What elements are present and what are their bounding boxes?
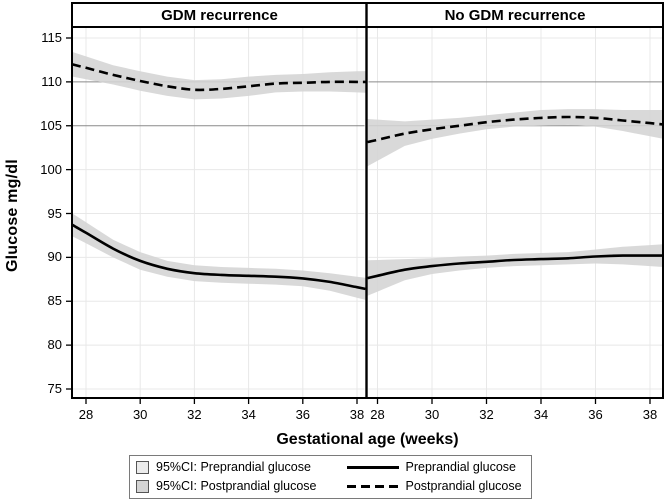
y-tick-label: 85 <box>47 293 62 309</box>
y-tick-label: 105 <box>40 117 62 133</box>
x-tick-label: 28 <box>370 407 385 422</box>
y-tick-label: 95 <box>47 205 62 221</box>
x-tick-label: 32 <box>479 407 494 422</box>
legend: 95%CI: Preprandial glucose Preprandial g… <box>129 455 532 499</box>
y-tick-label: 75 <box>47 381 62 396</box>
legend-label: Postprandial glucose <box>405 479 522 493</box>
series-line-dashed <box>71 62 366 92</box>
x-tick-label: 38 <box>349 407 365 422</box>
x-tick-label: 36 <box>588 407 603 422</box>
x-tick-label: 34 <box>533 407 549 422</box>
panel-0 <box>71 28 366 404</box>
ci-preprandial-swatch-icon <box>136 460 149 474</box>
x-axis-title: Gestational age (weeks) <box>276 431 459 448</box>
legend-item-preprandial-line: Preprandial glucose <box>346 458 522 476</box>
panel-1 <box>367 28 664 404</box>
x-tick-label: 38 <box>642 407 658 422</box>
series-line-solid <box>367 254 663 280</box>
legend-item-postprandial-line: Postprandial glucose <box>346 477 522 495</box>
ci-postprandial-swatch-icon <box>136 479 149 493</box>
legend-label: 95%CI: Preprandial glucose <box>156 460 311 474</box>
panel-title-no-gdm-recurrence: No GDM recurrence <box>444 7 586 24</box>
panel-title-gdm-recurrence: GDM recurrence <box>161 7 278 24</box>
ci-band-dashed <box>367 109 663 167</box>
solid-line-sample-icon <box>346 465 399 469</box>
ci-band-solid <box>72 213 366 300</box>
y-tick-label: 80 <box>47 337 62 353</box>
y-tick-label: 110 <box>41 73 62 89</box>
legend-item-ci-preprandial: 95%CI: Preprandial glucose <box>136 458 317 476</box>
y-tick-label: 90 <box>47 249 62 265</box>
x-tick-label: 28 <box>78 407 94 422</box>
x-tick-label: 32 <box>187 407 202 422</box>
series-line-solid <box>71 223 366 291</box>
ci-band-solid <box>367 244 663 296</box>
ci-band-dashed <box>72 51 366 100</box>
y-axis-title: Glucose mg/dl <box>4 159 21 273</box>
x-tick-label: 30 <box>424 407 440 422</box>
x-tick-label: 36 <box>295 407 311 422</box>
legend-label: 95%CI: Postprandial glucose <box>156 479 317 493</box>
y-tick-label: 115 <box>41 30 62 45</box>
series-line-dashed <box>367 115 664 144</box>
legend-label: Preprandial glucose <box>405 460 517 474</box>
y-tick-label: 100 <box>40 161 62 177</box>
x-tick-label: 30 <box>132 407 148 422</box>
legend-item-ci-postprandial: 95%CI: Postprandial glucose <box>136 477 317 495</box>
dashed-line-sample-icon <box>346 484 399 488</box>
x-tick-label: 34 <box>241 407 256 422</box>
